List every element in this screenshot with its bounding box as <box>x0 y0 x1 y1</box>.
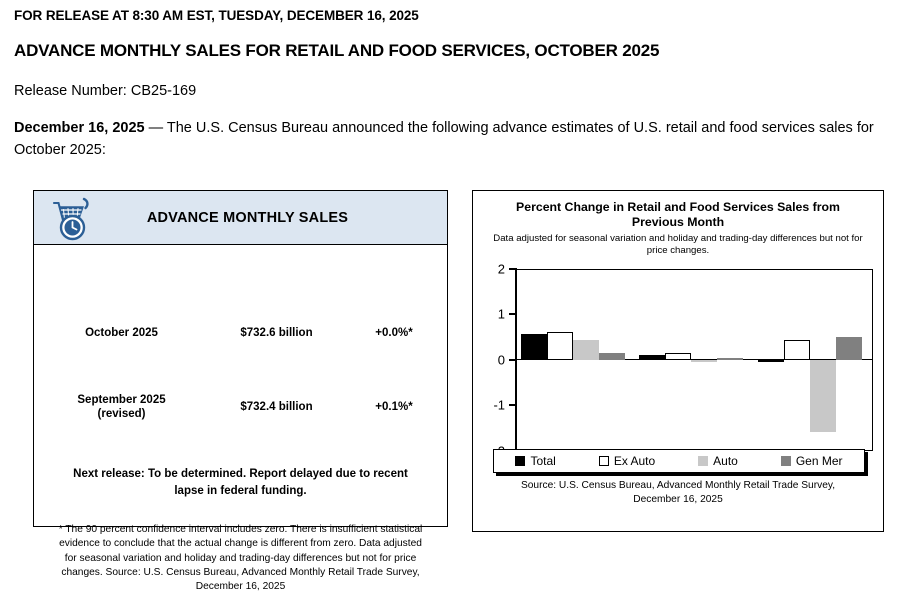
lede-date: December 16, 2025 <box>14 120 145 136</box>
bar-ex-auto-august <box>546 331 573 360</box>
page-title: ADVANCE MONTHLY SALES FOR RETAIL AND FOO… <box>14 41 660 60</box>
y-tick: 0 <box>498 352 517 367</box>
legend-label: Total <box>530 454 556 468</box>
bar-gen-mer-october <box>835 336 862 360</box>
bar-total-september <box>639 355 666 360</box>
row-value: $732.4 billion <box>240 401 313 414</box>
chart-title: Percent Change in Retail and Food Servic… <box>516 200 840 230</box>
table-row: September 2025 (revised) $732.4 billion … <box>34 393 447 422</box>
bar-auto-august <box>572 340 599 360</box>
y-tick-label: 1 <box>497 306 505 322</box>
y-tick: -1 <box>493 398 517 413</box>
legend-swatch-ex-auto-icon <box>598 456 609 466</box>
next-release-note: Next release: To be determined. Report d… <box>73 468 408 497</box>
legend-item-auto: Auto <box>698 454 738 468</box>
row-value: $732.6 billion <box>240 327 313 339</box>
bar-total-october <box>757 359 784 362</box>
lede-body: — The U.S. Census Bureau announced the f… <box>14 120 874 159</box>
row-change: +0.0%* <box>375 327 413 339</box>
chart-legend: Total Ex Auto Auto Gen Mer <box>493 449 865 473</box>
row-period: October 2025 <box>85 327 158 339</box>
legend-swatch-total-icon <box>515 456 526 466</box>
bar-total-august <box>520 333 547 360</box>
bar-ex-auto-september <box>665 352 692 360</box>
legend-label: Auto <box>713 454 738 468</box>
legend-item-gen-mer: Gen Mer <box>780 454 843 468</box>
row-period-name: September 2025 <box>77 394 166 406</box>
table-row: October 2025 $732.6 billion +0.0%* <box>34 327 447 339</box>
bar-ex-auto-october <box>783 340 810 360</box>
release-number: Release Number: CB25-169 <box>14 83 197 99</box>
y-tick-label: -1 <box>493 397 505 413</box>
document-header: FOR RELEASE AT 8:30 AM EST, TUESDAY, DEC… <box>0 0 900 162</box>
lede-paragraph: December 16, 2025 — The U.S. Census Bure… <box>14 117 884 162</box>
legend-item-ex-auto: Ex Auto <box>598 454 656 468</box>
legend-swatch-gen-mer-icon <box>780 456 791 466</box>
legend-item-total: Total <box>515 454 556 468</box>
sales-panel-footnote: * The 90 percent confidence interval inc… <box>58 524 423 593</box>
panels-row: ADVANCE MONTHLY SALES October 2025 $732.… <box>0 190 900 592</box>
sales-panel-header: ADVANCE MONTHLY SALES <box>34 191 447 245</box>
row-period-note: (revised) <box>97 408 146 421</box>
legend-swatch-auto-icon <box>698 456 709 466</box>
legend-label: Ex Auto <box>613 454 656 468</box>
chart-source-note: Source: U.S. Census Bureau, Advanced Mon… <box>520 480 836 505</box>
y-tick: 2 <box>498 261 517 276</box>
shopping-cart-clock-icon <box>48 195 96 241</box>
chart-plot-area: 210-1-2 AugustSeptemberOctober <box>473 261 883 469</box>
bar-auto-october <box>809 359 836 433</box>
release-embargo-line: FOR RELEASE AT 8:30 AM EST, TUESDAY, DEC… <box>14 8 419 23</box>
zero-baseline <box>515 358 873 361</box>
y-tick: 1 <box>498 307 517 322</box>
bar-gen-mer-september <box>717 357 744 360</box>
sales-panel-title: ADVANCE MONTHLY SALES <box>146 209 349 226</box>
bar-auto-september <box>691 359 718 363</box>
y-tick-label: 0 <box>497 352 505 368</box>
row-change: +0.1%* <box>375 401 413 414</box>
bar-gen-mer-august <box>598 353 625 360</box>
legend-label: Gen Mer <box>795 454 843 468</box>
chart-subtitle: Data adjusted for seasonal variation and… <box>493 232 863 256</box>
sales-panel-body: October 2025 $732.6 billion +0.0%* Septe… <box>34 245 447 592</box>
row-period: September 2025 (revised) <box>34 393 209 422</box>
bar-series-group <box>517 269 872 451</box>
advance-monthly-sales-panel: ADVANCE MONTHLY SALES October 2025 $732.… <box>33 190 448 592</box>
y-tick-label: 2 <box>497 261 505 277</box>
percent-change-chart-panel: Percent Change in Retail and Food Servic… <box>472 190 884 532</box>
